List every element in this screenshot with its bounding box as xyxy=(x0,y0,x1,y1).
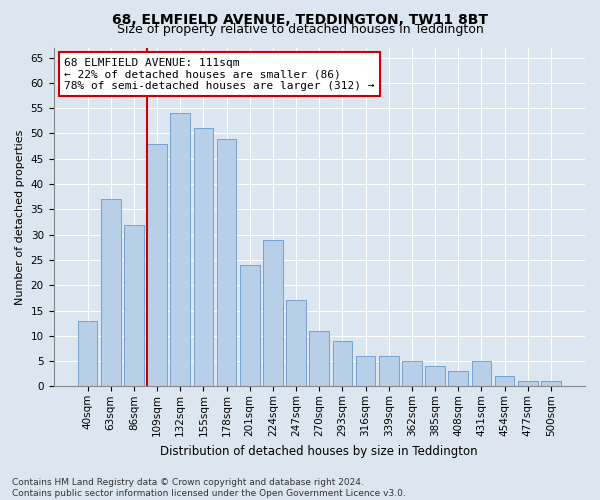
Bar xyxy=(286,300,306,386)
Bar xyxy=(240,265,260,386)
Text: 68 ELMFIELD AVENUE: 111sqm
← 22% of detached houses are smaller (86)
78% of semi: 68 ELMFIELD AVENUE: 111sqm ← 22% of deta… xyxy=(64,58,374,91)
Text: Contains HM Land Registry data © Crown copyright and database right 2024.
Contai: Contains HM Land Registry data © Crown c… xyxy=(12,478,406,498)
Bar xyxy=(310,331,329,386)
Bar xyxy=(495,376,514,386)
X-axis label: Distribution of detached houses by size in Teddington: Distribution of detached houses by size … xyxy=(160,444,478,458)
Bar xyxy=(101,199,121,386)
Bar xyxy=(332,341,352,386)
Bar xyxy=(77,320,97,386)
Bar xyxy=(518,382,538,386)
Bar xyxy=(124,224,144,386)
Bar xyxy=(194,128,213,386)
Bar xyxy=(217,138,236,386)
Y-axis label: Number of detached properties: Number of detached properties xyxy=(15,130,25,304)
Bar xyxy=(379,356,398,386)
Bar xyxy=(402,361,422,386)
Bar xyxy=(170,114,190,386)
Bar xyxy=(356,356,376,386)
Text: 68, ELMFIELD AVENUE, TEDDINGTON, TW11 8BT: 68, ELMFIELD AVENUE, TEDDINGTON, TW11 8B… xyxy=(112,12,488,26)
Bar xyxy=(448,371,468,386)
Bar xyxy=(472,361,491,386)
Text: Size of property relative to detached houses in Teddington: Size of property relative to detached ho… xyxy=(116,22,484,36)
Bar xyxy=(263,240,283,386)
Bar xyxy=(147,144,167,386)
Bar xyxy=(425,366,445,386)
Bar xyxy=(541,382,561,386)
